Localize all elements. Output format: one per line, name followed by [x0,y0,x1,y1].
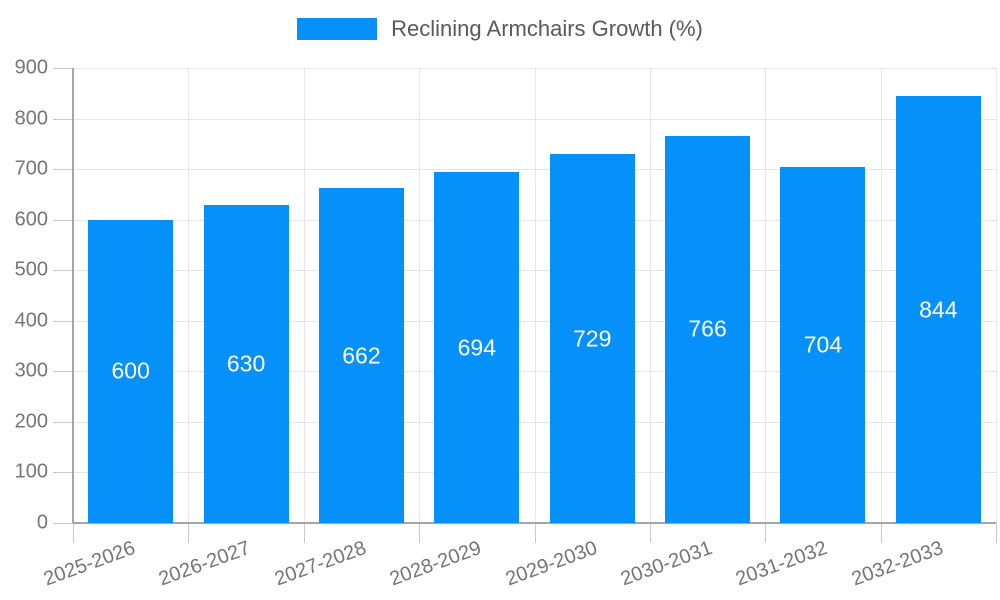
bar[interactable]: 729 [549,154,635,523]
y-axis-tick [53,68,73,69]
y-axis-tick [53,421,73,423]
y-axis-tick [53,371,73,373]
x-axis-label: 2025-2026 [40,537,139,591]
v-gridline [188,68,190,523]
x-axis-tick [534,523,536,543]
y-axis-tick [53,270,73,272]
legend[interactable]: Reclining Armchairs Growth (%) [0,16,1000,42]
y-axis-tick [53,118,73,120]
bar-value-label: 844 [919,296,958,323]
y-axis-label: 100 [14,460,48,483]
bar-value-label: 630 [226,350,266,377]
bar-value-label: 729 [573,325,612,352]
y-axis-label: 700 [14,157,48,180]
x-axis-label: 2031-2032 [733,537,831,591]
v-gridline [534,68,536,523]
x-axis-line [73,522,996,524]
y-axis-label: 800 [14,107,48,130]
bar-value-label: 600 [111,357,150,384]
x-axis-tick [765,523,767,543]
bar-value-label: 662 [342,342,381,369]
v-gridline [880,68,882,523]
y-axis-tick [53,320,73,322]
y-axis-label: 0 [36,511,48,534]
y-axis-tick [53,472,73,474]
x-axis-tick [303,523,305,543]
v-gridline [419,68,421,523]
bar[interactable]: 844 [895,96,981,523]
x-axis-tick [996,523,997,543]
y-axis-tick [53,523,73,524]
x-axis-label: 2030-2031 [617,537,716,591]
v-gridline [649,68,651,523]
legend-label: Reclining Armchairs Growth (%) [391,16,703,41]
x-axis-tick [649,523,651,543]
x-axis-tick [419,523,421,543]
y-axis-tick [53,169,73,171]
v-gridline [303,68,305,523]
bar[interactable]: 662 [318,188,404,523]
y-axis-label: 600 [14,208,48,231]
bar[interactable]: 694 [434,172,520,523]
legend-swatch [297,18,378,40]
x-axis-tick [880,523,882,543]
bar[interactable]: 704 [780,167,866,523]
y-axis-line [72,68,74,523]
x-axis-tick [73,523,74,543]
bar[interactable]: 600 [88,219,174,523]
x-axis-label: 2028-2029 [386,537,485,591]
x-axis-label: 2029-2030 [502,537,600,591]
bar[interactable]: 766 [665,135,751,523]
y-axis-label: 500 [14,258,48,281]
v-gridline [765,68,767,523]
y-axis-label: 900 [14,56,48,79]
x-axis-label: 2026-2027 [156,537,254,591]
y-axis-label: 200 [14,410,48,433]
bar-value-label: 694 [457,334,496,361]
bar[interactable]: 630 [203,204,289,523]
y-axis-label: 400 [14,309,48,332]
y-axis-tick [53,219,73,221]
y-axis-label: 300 [14,359,48,382]
bar-value-label: 704 [803,331,843,358]
v-gridline [996,68,997,523]
x-axis-label: 2032-2033 [848,537,946,591]
bar-value-label: 766 [688,315,727,342]
x-axis-tick [188,523,190,543]
x-axis-label: 2027-2028 [271,537,369,591]
